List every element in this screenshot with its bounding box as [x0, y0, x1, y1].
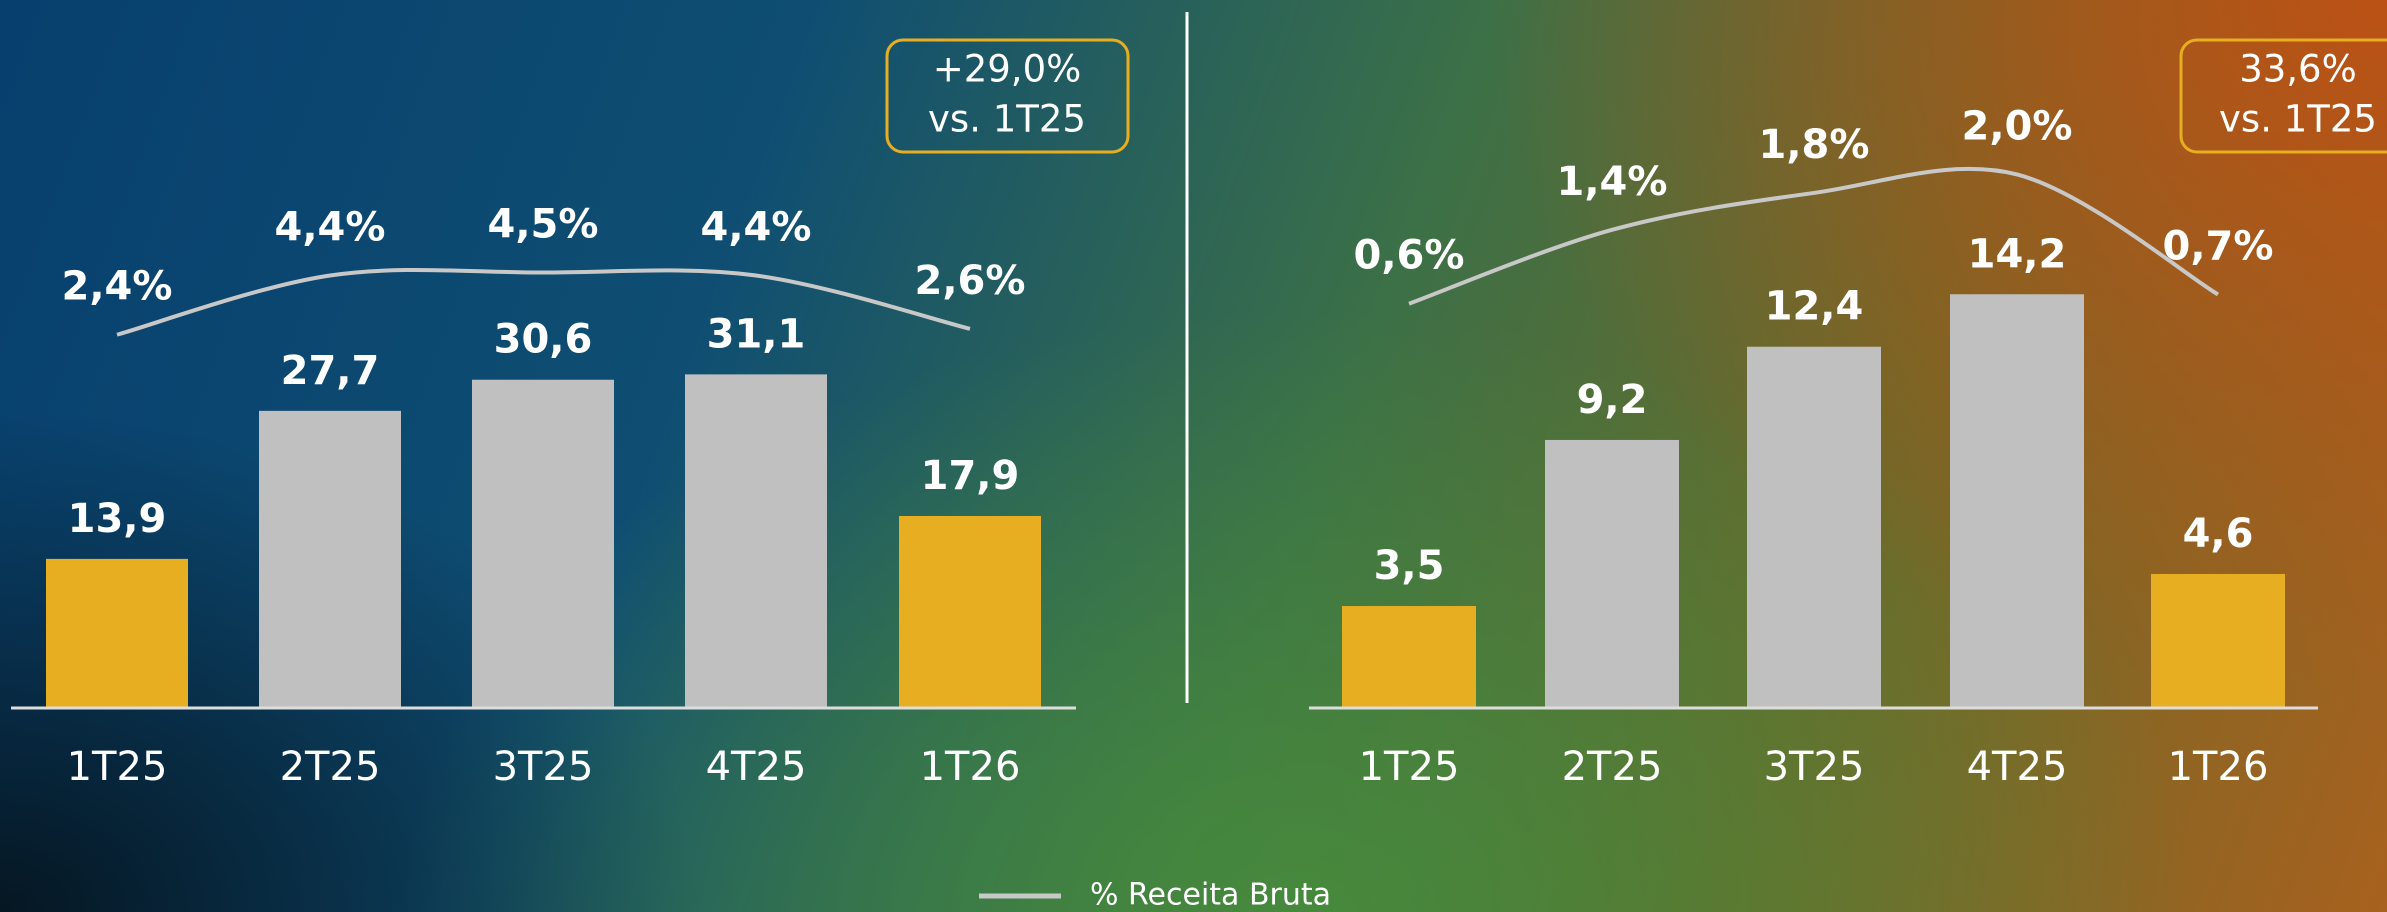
- annotation-text: vs. 1T25: [2219, 98, 2377, 141]
- x-tick-label: 4T25: [706, 744, 807, 790]
- line-value-label: 4,4%: [701, 204, 812, 250]
- bar-value-label: 17,9: [921, 453, 1020, 499]
- bar-value-label: 31,1: [707, 311, 806, 357]
- annotation-text: 33,6%: [2239, 48, 2357, 91]
- x-tick-label: 3T25: [1764, 744, 1865, 790]
- line-value-label: 0,7%: [2163, 223, 2274, 269]
- line-value-label: 0,6%: [1354, 233, 1465, 279]
- line-value-label: 2,4%: [62, 264, 173, 310]
- bar: [1747, 346, 1881, 708]
- bar: [1950, 294, 2084, 708]
- line-value-label: 2,6%: [915, 258, 1026, 304]
- x-tick-label: 2T25: [280, 744, 381, 790]
- x-tick-label: 2T25: [1562, 744, 1663, 790]
- legend-label: % Receita Bruta: [1090, 878, 1331, 912]
- bar: [472, 379, 614, 708]
- line-value-label: 2,0%: [1962, 103, 2073, 149]
- bar: [1342, 606, 1476, 708]
- bar: [2151, 573, 2285, 708]
- bar: [899, 515, 1041, 708]
- bar-value-label: 30,6: [494, 317, 593, 363]
- annotation-text: +29,0%: [933, 48, 1082, 91]
- bar: [1545, 439, 1679, 708]
- x-tick-label: 1T26: [2168, 744, 2269, 790]
- bar-value-label: 12,4: [1765, 284, 1864, 330]
- x-tick-label: 3T25: [493, 744, 594, 790]
- line-value-label: 4,4%: [275, 204, 386, 250]
- annotation-box: [2179, 38, 2387, 154]
- line: [1408, 166, 2220, 306]
- x-tick-label: 1T25: [67, 744, 168, 790]
- bar-value-label: 9,2: [1577, 377, 1648, 423]
- bar-value-label: 27,7: [281, 348, 380, 394]
- bar-value-label: 3,5: [1374, 543, 1445, 589]
- line-value-label: 4,5%: [488, 202, 599, 248]
- bar: [685, 374, 827, 708]
- line: [116, 267, 971, 337]
- x-tick-label: 4T25: [1967, 744, 2068, 790]
- annotation-text: vs. 1T25: [928, 98, 1086, 141]
- line-value-label: 1,4%: [1557, 159, 1668, 205]
- line-value-label: 1,8%: [1759, 122, 1870, 168]
- annotation-box: [885, 38, 1130, 154]
- x-tick-label: 1T25: [1359, 744, 1460, 790]
- bar: [259, 410, 401, 708]
- x-tick-label: 1T26: [920, 744, 1021, 790]
- bar: [46, 558, 188, 708]
- bar-value-label: 4,6: [2183, 511, 2254, 557]
- bar-value-label: 13,9: [68, 496, 167, 542]
- bar-value-label: 14,2: [1968, 231, 2067, 277]
